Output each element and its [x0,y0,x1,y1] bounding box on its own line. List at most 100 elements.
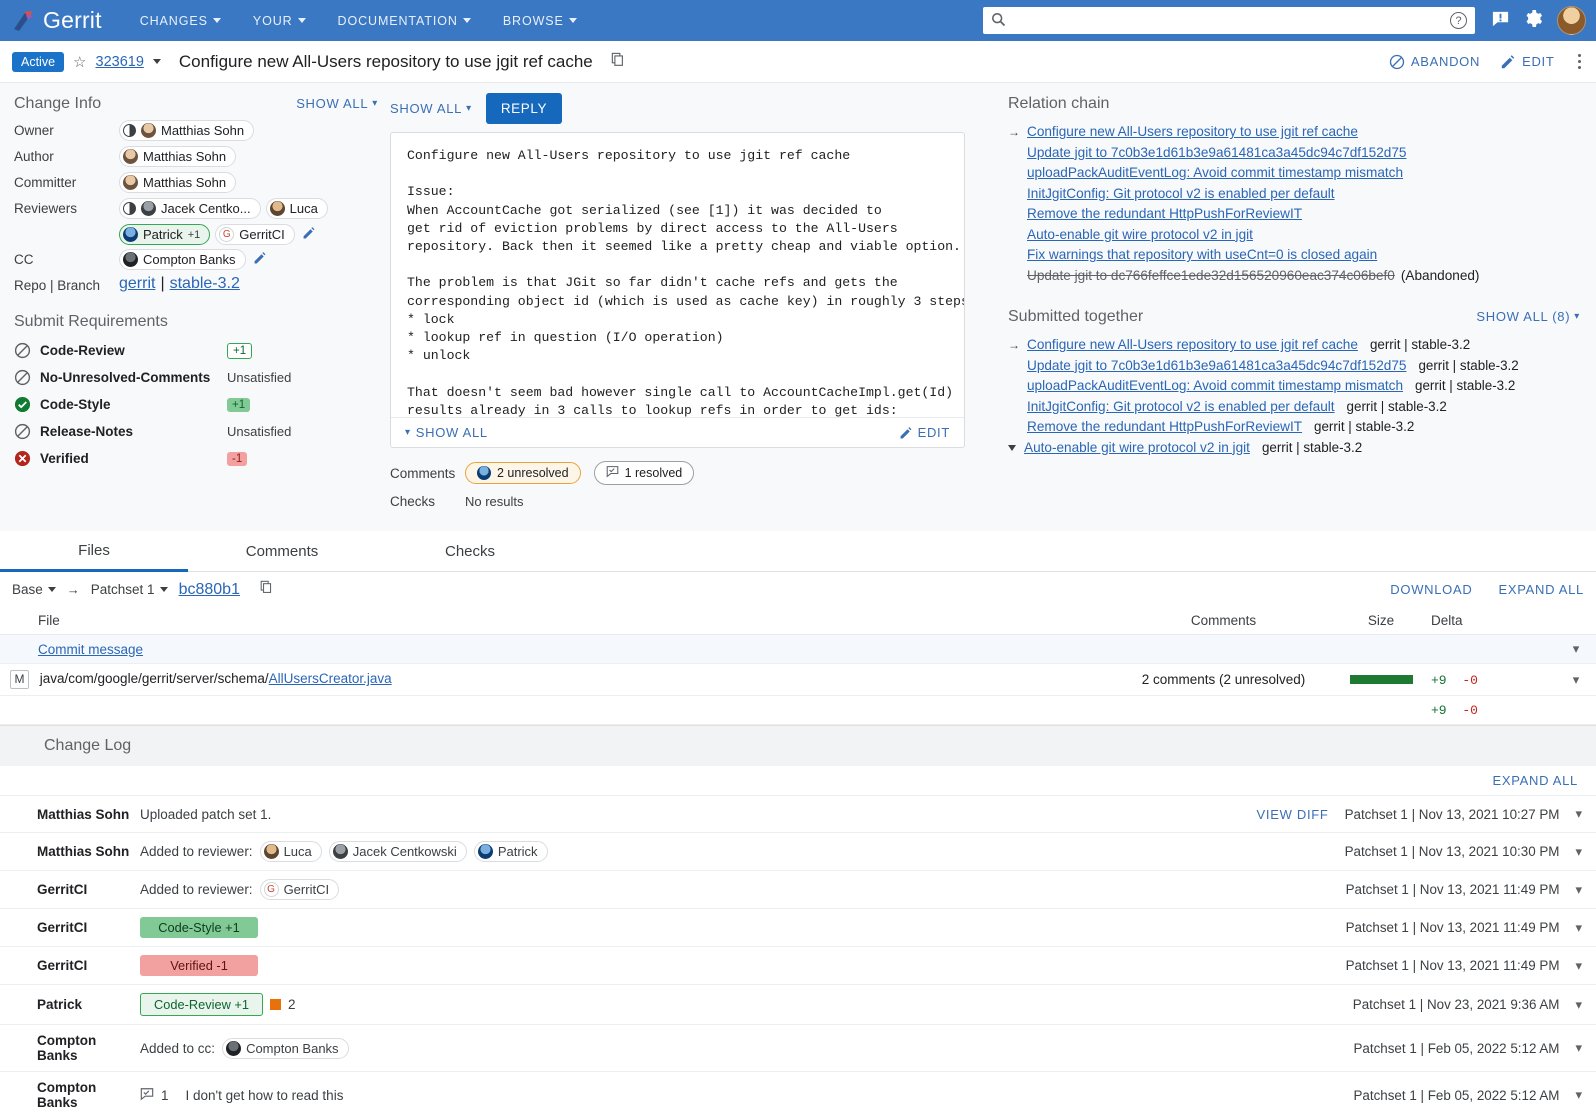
relation-chain-link[interactable]: Auto-enable git wire protocol v2 in jgit [1027,226,1253,242]
more-options-icon[interactable] [1575,51,1585,73]
reviewer-chip-gerritci[interactable]: GerritCI [215,224,295,245]
repo-link[interactable]: gerrit [119,275,156,292]
relation-chain-link[interactable]: Configure new All-Users repository to us… [1027,124,1358,139]
relation-chain-link[interactable]: Update jgit to dc766feffce1ede32d1565209… [1027,267,1395,283]
reviewer-chip-luca[interactable]: Luca [265,198,328,219]
submitted-together-show-all[interactable]: SHOW ALL (8) ▾ [1476,309,1580,324]
relation-chain-item: Remove the redundant HttpPushForReviewIT [1008,204,1580,225]
change-info-show-all[interactable]: SHOW ALL ▾ [296,96,378,111]
view-diff-button[interactable]: VIEW DIFF [1256,806,1329,822]
change-number-link[interactable]: 323619 [95,53,144,70]
notifications-icon[interactable] [1491,9,1510,33]
change-info-panel: Change Info SHOW ALL ▾ Owner Matthias So… [0,83,390,531]
commit-sha-link[interactable]: bc880b1 [178,580,240,598]
submitted-together-link[interactable]: uploadPackAuditEventLog: Avoid commit ti… [1027,378,1404,393]
chevron-down-icon[interactable]: ▾ [1572,641,1580,656]
submitted-together-link[interactable]: Update jgit to 7c0b3e1d61b3e9a61481ca3a4… [1027,357,1407,373]
reviewer-chip-jacek[interactable]: Jacek Centko... [119,198,261,219]
commit-show-all-bottom[interactable]: ▾ SHOW ALL [405,425,488,440]
submitted-together-link[interactable]: Configure new All-Users repository to us… [1027,337,1358,352]
account-chip[interactable]: Matthias Sohn [119,146,237,167]
patchset-selector[interactable]: Patchset 1 [91,582,168,597]
branch-link[interactable]: stable-3.2 [169,275,240,292]
gerrit-logo-link[interactable]: Gerrit [10,7,102,34]
relation-chain-link[interactable]: uploadPackAuditEventLog: Avoid commit ti… [1027,165,1404,180]
tab-checks[interactable]: Checks [376,531,564,572]
chevron-down-icon: ▾ [405,427,411,438]
star-icon[interactable]: ☆ [73,53,87,71]
edit-button[interactable]: EDIT [1500,54,1554,70]
relation-chain-link[interactable]: Fix warnings that repository with useCnt… [1027,247,1378,262]
change-log-row[interactable]: GerritCI Code-Style +1 Patchset 1 | Nov … [0,909,1596,947]
copy-icon[interactable] [259,580,273,599]
info-row-author: Author Matthias Sohn [14,146,378,168]
account-chip[interactable]: Matthias Sohn [119,172,237,193]
reviewer-chip[interactable]: Patrick [473,841,548,862]
edit-cc-icon[interactable] [253,251,267,268]
files-expand-all-button[interactable]: EXPAND ALL [1498,582,1584,597]
requirement-name: Verified [40,451,89,466]
relation-chain-link[interactable]: Remove the redundant HttpPushForReviewIT [1027,206,1303,221]
change-log-row[interactable]: Matthias Sohn Uploaded patch set 1. VIEW… [0,796,1596,833]
table-row[interactable]: Commit message ▾ [0,634,1596,664]
chevron-down-icon[interactable]: ▾ [1575,1040,1582,1055]
reviewer-chip[interactable]: Luca [259,841,322,862]
cc-chip[interactable]: Compton Banks [222,1037,349,1059]
chevron-down-icon[interactable]: ▾ [1575,881,1582,897]
cc-chip-compton[interactable]: Compton Banks [119,249,246,270]
relation-chain-link[interactable]: Update jgit to 7c0b3e1d61b3e9a61481ca3a4… [1027,144,1407,160]
user-avatar[interactable] [1557,6,1586,35]
account-chip[interactable]: Matthias Sohn [119,120,255,141]
resolved-comments-badge[interactable]: 1 resolved [593,461,695,485]
base-selector[interactable]: Base [12,582,56,597]
nav-item-your[interactable]: YOUR [237,0,322,41]
table-row[interactable]: M java/com/google/gerrit/server/schema/A… [0,663,1596,696]
chevron-down-icon[interactable]: ▾ [1575,843,1582,859]
change-log-row[interactable]: GerritCI Added to reviewer: GerritCI Pat… [0,871,1596,909]
commit-show-all-top[interactable]: SHOW ALL ▾ [390,101,472,116]
reviewer-chip[interactable]: GerritCI [259,879,340,900]
relation-chain-link[interactable]: InitJgitConfig: Git protocol v2 is enabl… [1027,185,1335,201]
change-log-row[interactable]: GerritCI Verified -1 Patchset 1 | Nov 13… [0,947,1596,985]
commit-message-file-link[interactable]: Commit message [38,641,144,657]
file-link[interactable]: AllUsersCreator.java [268,671,392,686]
chevron-down-icon[interactable]: ▾ [1575,996,1582,1012]
change-log-row[interactable]: Compton Banks Added to cc: Compton Banks… [0,1025,1596,1072]
submitted-together-link[interactable]: Remove the redundant HttpPushForReviewIT [1027,419,1303,434]
chevron-down-icon[interactable]: ▾ [1575,806,1582,821]
gear-icon[interactable] [1524,9,1543,33]
edit-reviewers-icon[interactable] [302,226,316,243]
tab-comments[interactable]: Comments [188,531,376,572]
copy-icon[interactable] [610,52,625,72]
download-button[interactable]: DOWNLOAD [1390,582,1473,597]
submitted-together-link[interactable]: Auto-enable git wire protocol v2 in jgit [1024,439,1250,455]
account-name: Matthias Sohn [143,175,227,190]
change-log-row[interactable]: Compton Banks 1 I don't get how to read … [0,1072,1596,1116]
help-icon[interactable]: ? [1450,12,1467,29]
tab-files[interactable]: Files [0,531,188,572]
expand-triangle-icon[interactable] [1008,444,1016,451]
change-log-expand-all-button[interactable]: EXPAND ALL [1492,773,1578,788]
chevron-down-icon[interactable]: ▾ [1575,1087,1582,1102]
chevron-down-icon[interactable]: ▾ [1575,957,1582,973]
unresolved-comments-badge[interactable]: 2 unresolved [465,462,581,484]
chevron-down-icon[interactable] [152,59,161,64]
search-bar[interactable]: ? [983,7,1475,34]
reply-button[interactable]: REPLY [485,93,563,124]
commit-edit-button[interactable]: EDIT [899,425,950,440]
chevron-down-icon[interactable]: ▾ [1575,919,1582,935]
file-table-totals-row: +9 -0 [0,695,1596,725]
reviewer-chip[interactable]: Jacek Centkowski [328,841,467,862]
nav-item-browse[interactable]: BROWSE [487,0,593,41]
chevron-down-icon[interactable]: ▾ [1572,671,1580,687]
nav-item-changes[interactable]: CHANGES [124,0,237,41]
abandon-button[interactable]: ABANDON [1389,54,1480,70]
reviewer-chip-patrick[interactable]: Patrick +1 [119,224,211,245]
submitted-together-link[interactable]: InitJgitConfig: Git protocol v2 is enabl… [1027,398,1335,414]
change-log-row[interactable]: Patrick Code-Review +1 2 Patchset 1 | No… [0,985,1596,1025]
search-input[interactable] [1012,13,1444,28]
change-log-timestamp: Patchset 1 | Nov 13, 2021 11:49 PM [1345,920,1560,935]
nav-item-documentation[interactable]: DOCUMENTATION [322,0,487,41]
expand-cell: ▾ [1556,634,1596,664]
change-log-row[interactable]: Matthias Sohn Added to reviewer: Luca Ja… [0,833,1596,871]
